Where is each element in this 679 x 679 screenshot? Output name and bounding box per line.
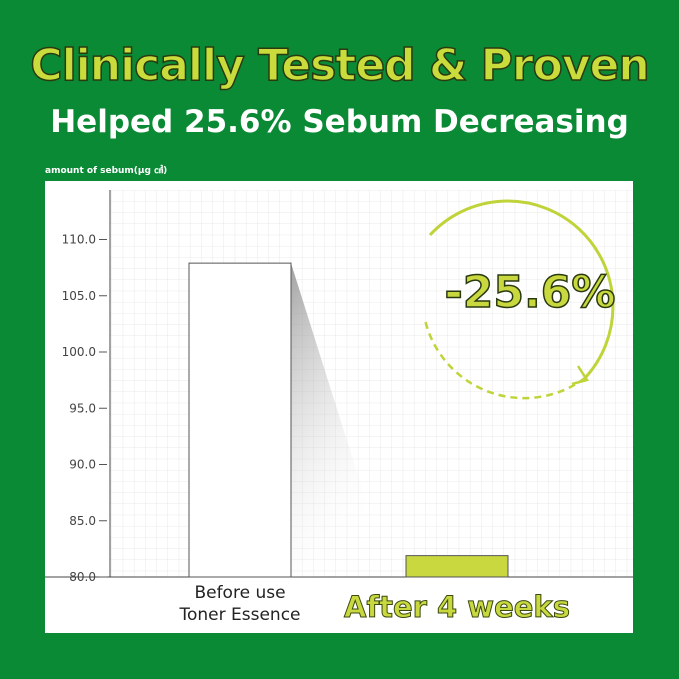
arrow-icon (571, 365, 589, 386)
decrease-shadow (291, 263, 390, 577)
y-tick-label: 95.0 (69, 401, 96, 415)
y-tick-label: 90.0 (69, 458, 96, 472)
annotation-circle-dashed (423, 319, 586, 400)
percent-annotation: -25.6% (445, 267, 616, 318)
subheadline: Helped 25.6% Sebum Decreasing (50, 104, 629, 140)
category-label-before: Before use (194, 583, 285, 603)
y-tick-label: 100.0 (62, 345, 96, 359)
y-tick-label: 80.0 (69, 570, 96, 584)
category-label-after: After 4 weeks (344, 590, 570, 624)
annotation-circle (428, 199, 615, 380)
bar-before (188, 262, 292, 578)
category-label-before: Toner Essence (178, 605, 300, 625)
y-tick-label: 105.0 (62, 289, 96, 303)
y-tick-label: 110.0 (62, 233, 96, 247)
y-tick-label: 85.0 (69, 514, 96, 528)
headline: Clinically Tested & Proven (30, 39, 651, 92)
y-axis-label: amount of sebum(µg ㎠) (45, 166, 168, 176)
bar-after (405, 555, 509, 578)
